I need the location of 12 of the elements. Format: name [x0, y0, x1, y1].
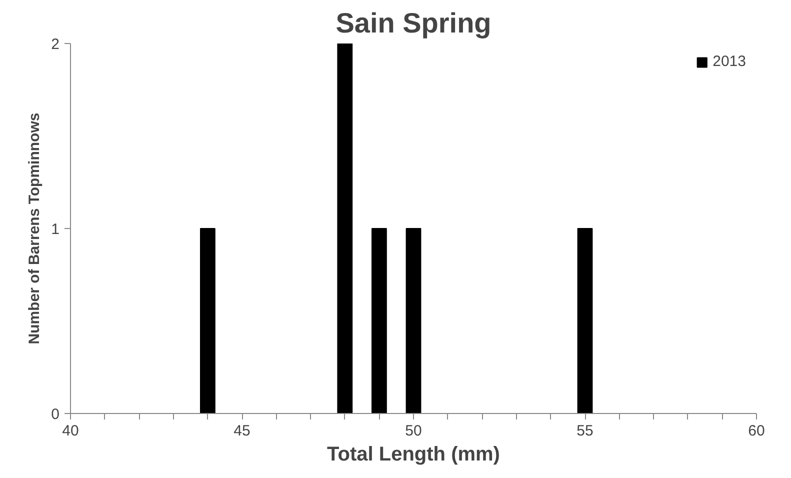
x-tick-label: 45 — [234, 422, 250, 440]
x-axis-title: Total Length (mm) — [327, 444, 500, 466]
y-axis-title: Number of Barrens Topminnows — [26, 112, 44, 344]
x-tick-label: 50 — [405, 422, 422, 440]
y-tick-label: 0 — [51, 406, 60, 423]
chart-title: Sain Spring — [336, 8, 492, 38]
legend-label: 2013 — [712, 53, 746, 70]
x-tick-label: 40 — [62, 422, 79, 440]
y-tick-label: 2 — [51, 36, 60, 53]
y-tick-label: 1 — [51, 221, 60, 238]
x-tick-label: 60 — [748, 422, 765, 440]
x-tick-label: 55 — [576, 422, 594, 440]
